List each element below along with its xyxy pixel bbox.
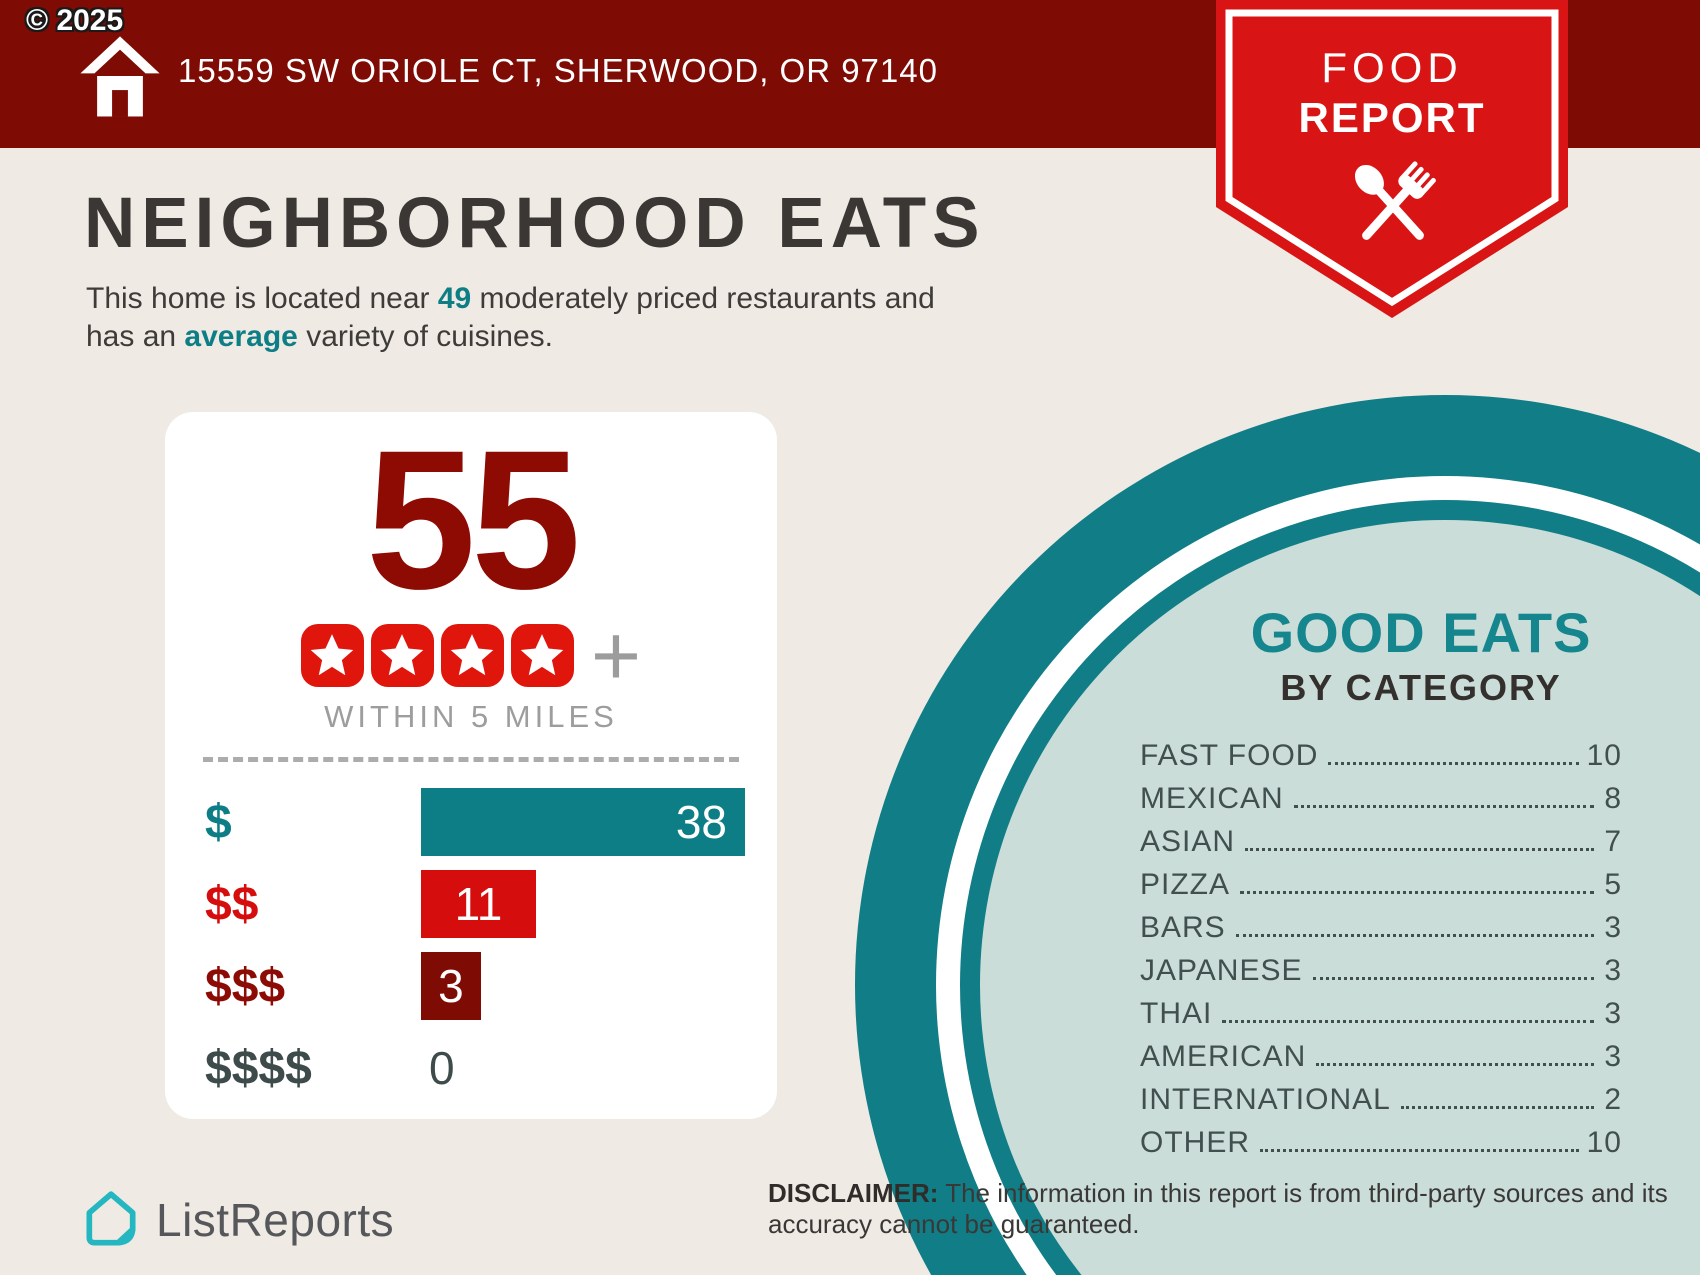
subtitle-text: moderately priced restaurants and [471, 282, 935, 315]
ribbon-title-line2: REPORT [1298, 94, 1486, 141]
bar-area: 11 [421, 870, 745, 939]
category-row: ASIAN 7 [1140, 825, 1622, 868]
category-count: 8 [1604, 782, 1622, 815]
spoon-fork-icon [1354, 161, 1436, 240]
disclaimer: DISCLAIMER: The information in this repo… [768, 1178, 1668, 1240]
price-level-label: $$ [205, 877, 259, 931]
dotted-leader [1293, 805, 1594, 808]
category-label: FAST FOOD [1140, 739, 1319, 772]
star-icon [510, 624, 574, 688]
category-row: BARS 3 [1140, 911, 1622, 954]
bar-area: 38 [421, 788, 745, 857]
dotted-leader [1316, 1063, 1594, 1066]
star-icon [370, 624, 434, 688]
dotted-leader [1312, 977, 1594, 980]
page-subtitle: This home is located near 49 moderately … [86, 280, 935, 356]
variety-highlight: average [184, 320, 298, 353]
good-eats-title: GOOD EATS [1250, 601, 1592, 664]
star-icon [300, 624, 364, 688]
category-label: INTERNATIONAL [1140, 1083, 1391, 1116]
category-count: 3 [1604, 1040, 1622, 1073]
dotted-leader [1245, 848, 1594, 851]
price-bar-row: $$$ 3 [205, 952, 745, 1021]
ribbon-shape [1216, 0, 1568, 318]
category-row: JAPANESE 3 [1140, 954, 1622, 997]
category-label: PIZZA [1140, 868, 1231, 901]
bar-area: 3 [421, 952, 745, 1021]
dotted-leader [1328, 762, 1579, 765]
dotted-leader [1235, 934, 1594, 937]
dotted-leader [1400, 1106, 1594, 1109]
price-level-label: $ [205, 795, 232, 849]
restaurant-score-card: 55 + WITHIN 5 MILES $38 $$ 11 $$$ 3 $$$$ 0 [165, 412, 777, 1119]
category-row: MEXICAN 8 [1140, 782, 1622, 825]
food-report-ribbon: FOOD REPORT [1216, 0, 1568, 322]
category-count: 3 [1604, 954, 1622, 987]
category-label: MEXICAN [1140, 782, 1284, 815]
dotted-leader [1240, 891, 1594, 894]
category-row: INTERNATIONAL 2 [1140, 1083, 1622, 1126]
category-label: OTHER [1140, 1126, 1250, 1159]
price-level-label: $$$ [205, 959, 286, 1013]
price-bars: $38 $$ 11 $$$ 3 $$$$ 0 [205, 788, 745, 1102]
subtitle-text: variety of cuisines. [297, 320, 553, 353]
page-title: NEIGHBORHOOD EATS [84, 184, 986, 263]
category-label: ASIAN [1140, 825, 1236, 858]
category-label: BARS [1140, 911, 1226, 944]
star-rating: + [165, 607, 777, 704]
subtitle-text: has an [86, 320, 185, 353]
dashed-divider [203, 757, 739, 763]
dotted-leader [1222, 1020, 1594, 1023]
dotted-leader [1260, 1149, 1579, 1152]
price-bar-row: $38 [205, 788, 745, 857]
listreports-brand: ListReports [80, 1188, 394, 1252]
restaurant-count: 49 [437, 282, 472, 315]
subtitle-text: This home is located near [86, 282, 438, 315]
bar-value: 3 [438, 960, 464, 1013]
category-row: FAST FOOD 10 [1140, 739, 1622, 782]
category-count: 5 [1604, 868, 1622, 901]
category-count: 2 [1604, 1083, 1622, 1116]
listreports-wordmark: ListReports [156, 1194, 395, 1246]
category-row: THAI 3 [1140, 997, 1622, 1040]
category-row: OTHER 10 [1140, 1126, 1622, 1169]
bar-fill: 11 [421, 870, 537, 939]
ribbon-title-line1: FOOD [1321, 44, 1463, 91]
category-count: 7 [1604, 825, 1622, 858]
disclaimer-line2: accuracy cannot be guaranteed. [768, 1209, 1140, 1239]
radius-note: WITHIN 5 MILES [324, 699, 618, 735]
plus-sign: + [590, 607, 642, 704]
category-row: AMERICAN 3 [1140, 1040, 1622, 1083]
category-list: FAST FOOD 10 MEXICAN 8 ASIAN 7 PIZZA 5 BARS 3 JAPA… [1130, 739, 1622, 1169]
restaurant-total-count: 55 [365, 409, 581, 630]
price-bar-row: $$$$ 0 [205, 1034, 745, 1102]
category-label: AMERICAN [1140, 1040, 1307, 1073]
good-eats-panel: GOOD EATS BY CATEGORY FAST FOOD 10 MEXICAN… [1130, 600, 1622, 1169]
category-count: 3 [1604, 911, 1622, 944]
price-level-label: $$$$ [205, 1041, 312, 1095]
bar-area: 0 [421, 1034, 745, 1102]
bar-value: 38 [675, 796, 727, 849]
disclaimer-line1: The information in this report is from t… [938, 1178, 1668, 1208]
star-icon [440, 624, 504, 688]
category-count: 10 [1586, 739, 1622, 772]
category-row: PIZZA 5 [1140, 868, 1622, 911]
bar-fill: 38 [421, 788, 745, 857]
listreports-logo-icon [86, 1191, 136, 1246]
bar-value-zero: 0 [429, 1042, 455, 1095]
category-label: THAI [1140, 997, 1213, 1030]
copyright-text: © 2025 [26, 4, 124, 37]
home-icon [80, 36, 160, 117]
price-bar-row: $$ 11 [205, 870, 745, 939]
category-label: JAPANESE [1140, 954, 1303, 987]
bar-value: 11 [454, 878, 503, 931]
category-count: 3 [1604, 997, 1622, 1030]
bar-fill: 3 [421, 952, 481, 1021]
disclaimer-label: DISCLAIMER: [768, 1178, 939, 1208]
good-eats-subtitle: BY CATEGORY [1280, 667, 1562, 708]
category-count: 10 [1586, 1126, 1622, 1159]
property-address: 15559 SW ORIOLE CT, SHERWOOD, OR 97140 [178, 52, 938, 89]
